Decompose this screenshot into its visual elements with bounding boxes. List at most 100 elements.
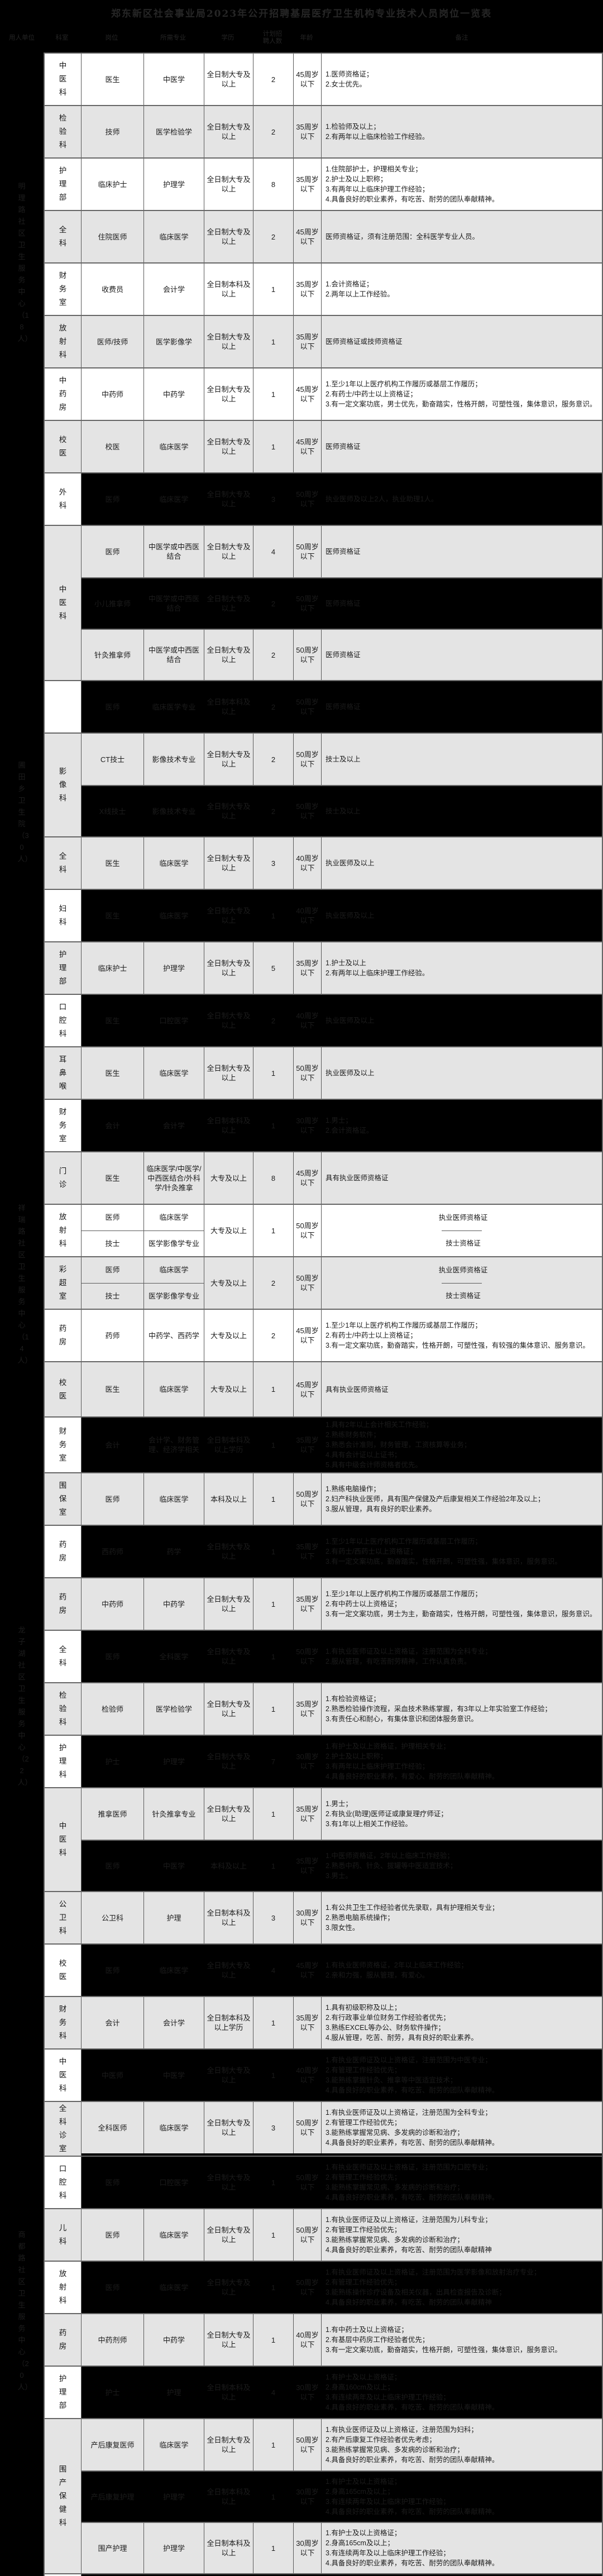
major-cell: 针灸推拿专业: [143, 1788, 204, 1840]
table-row: 医师 临床医学 全日制大专及以上 4 45周岁以下 1.有执业医师资格证，2年以上临床工作…: [82, 1945, 602, 1996]
dept-label: 财务科: [59, 2005, 67, 2040]
dept-block: 放射科 医师/技师 医学影像学 全日制大专及以上 1 35周岁以下 医师资格证或技师资格证: [44, 315, 603, 367]
remark-cell: 1.有执业医师证及以上资格证，注册范围为医学影像和放射治疗专业； 2.有管理工作…: [321, 2262, 602, 2313]
dept-label: 护理部: [59, 950, 67, 985]
dept-block: 围保室 医师 临床医学 本科及以上 1 50周岁以下 1.熟练电脑操作； 2.妇产科执业医师…: [44, 1472, 603, 1525]
dept-rows: 西药师 药学 全日制大专及以上 1 35周岁以下 1.至少1年以上医疗机构工作履历或基层工…: [82, 1526, 602, 1577]
remark-cell: 1.有中药士及以上资格证； 2.有基层中药房工作经验者优先； 3.有一定文案功底…: [321, 2314, 602, 2366]
sub-row: 技士资格证: [442, 1282, 482, 1309]
age-cell: 45周岁以下: [293, 368, 321, 420]
position-cell: 医生: [105, 1016, 120, 1025]
age-cell: 30周岁以下: [293, 1100, 321, 1151]
dept-block: 门诊 医生 临床医学/中医学/中西医结合/外科学/针灸推拿 大专及以上 8 45周岁以下具…: [44, 1151, 603, 1204]
header-age: 年龄: [300, 34, 313, 41]
position-cell: 小儿推拿师: [94, 599, 131, 608]
position-cell: 医师: [105, 1966, 120, 1975]
age-cell: 50周岁以下: [293, 2157, 321, 2208]
count-cell: 2: [253, 54, 293, 105]
major-cell: 医学影像学专业: [143, 1283, 204, 1309]
education-cell: 全日制本科及以上: [204, 2472, 253, 2522]
remark-cell: 医师资格证，须有注册范围：全科医学专业人员。: [321, 211, 602, 262]
table-row: 医师 临床医学 技士 医学影像学专业 大专及以上 1 50周岁以下 执业医师资格证 技士资格证: [82, 1205, 602, 1256]
dept-block: 校医 医生 临床医学 大专及以上 1 45周岁以下 具有执业医师资格证: [44, 1361, 603, 1416]
position-cell: 医师: [105, 1213, 120, 1222]
remark-cell: 1.具有初级职称及以上； 2.有行政事业单位财务工作经验者优先； 3.熟练EXC…: [321, 1997, 602, 2048]
remark-cell: 1.有执业医师证及以上资格证，注册范围为中医专业； 2.有管理工作经验优先； 3…: [321, 2050, 602, 2101]
education-cell: 大专及以上: [204, 1362, 253, 1416]
education-cell: 全日制大专及以上: [204, 368, 253, 420]
education-cell: 全日制大专及以上: [204, 2314, 253, 2366]
count-cell: 1: [253, 2314, 293, 2366]
dept-rows: 医师 临床医学 全日制大专及以上 4 45周岁以下 1.有执业医师资格证，2年以上临床工作…: [82, 1945, 602, 1996]
position-cell: 药师: [105, 1331, 120, 1340]
count-cell: 4: [253, 1945, 293, 1996]
dept-rows: 中药剂师 中药学 全日制大专及以上 1 40周岁以下 1.有中药士及以上资格证； 2.有基…: [82, 2314, 602, 2366]
remark-cell: 1.有执业医师证及以上资格证，注册范围为口腔专业； 2.有管理工作经验优先； 3…: [321, 2157, 602, 2208]
age-cell: 35周岁以下: [293, 1997, 321, 2048]
count-cell: 8: [253, 159, 293, 210]
position-cell: 临床护士: [98, 180, 127, 189]
education-cell: 全日制大专及以上: [204, 837, 253, 889]
sub-row: 技士资格证: [442, 1230, 482, 1257]
dept-cell: 放射科: [45, 316, 82, 367]
position-cell: 推拿医师: [98, 1809, 127, 1818]
remark-cell: 医师资格证: [321, 681, 602, 732]
dept-label: 中医科: [59, 61, 67, 97]
remark-cell: 1.男士； 2.有执业(助理)医师证或康复理疗师证； 3.有1年以上相关工作经验…: [321, 1788, 602, 1840]
education-cell: 大专及以上: [204, 1205, 253, 1256]
dept-rows: 护士 护理 全日制本科及以上 4 30周岁以下 1.有护士及以上资格证； 2.身高160c…: [82, 2367, 602, 2418]
count-cell: 7: [253, 1736, 293, 1787]
remark-cell: 执业医师及以上: [321, 837, 602, 889]
education-cell: 全日制大专及以上: [204, 159, 253, 210]
position-cell: 医生: [105, 1385, 120, 1394]
dept-cell: 中药房: [45, 368, 82, 420]
dept-block: 校医医师临床医学、中医学、中西医结合全日制大专及以上440周岁以下1.有执业医师…: [44, 2573, 603, 2576]
dept-rows: 临床护士 护理学 全日制大专及以上 5 35周岁以下 1.护士及以上 2.有两年以上临床护…: [82, 942, 602, 994]
remark-cell: 1.至少1年以上医疗机构工作履历或基层工作履历； 2.有药士/中药士以上资格证；…: [321, 368, 602, 420]
dept-block: 公卫科 公卫科 护理 全日制本科及以上 3 30周岁以下 1.有公共卫生工作经验者优先录取，…: [44, 1891, 603, 1943]
remark-cell: 医师资格证: [321, 630, 602, 680]
remark-cell: 具有执业医师资格证: [321, 1152, 602, 1204]
dept-label: 药房: [59, 1593, 67, 1615]
count-cell: 1: [253, 1841, 293, 1891]
dept-rows: 医师 临床医学 技士 医学影像学专业 大专及以上 2 50周岁以下 执业医师资格证 技士资格证: [82, 1257, 602, 1309]
education-cell: 全日制大专及以上: [204, 630, 253, 680]
dept-label: 口腔科: [59, 1003, 67, 1038]
sub-row: 技士 医学影像学专业: [82, 1282, 204, 1309]
major-cell: 护理: [143, 1892, 204, 1943]
major-cell: 临床医学: [143, 211, 204, 262]
dept-rows: 推拿医师 针灸推拿专业 全日制大专及以上 1 35周岁以下 1.男士； 2.有执业(助理)…: [82, 1788, 602, 1891]
dept-rows: 医生 临床医学 全日制大专及以上 1 40周岁以下 执业医师及以上: [82, 890, 602, 941]
remark-cell: 技士资格证: [446, 1292, 481, 1300]
table-row: 医生 临床医学 全日制大专及以上 3 40周岁以下 执业医师及以上: [82, 837, 602, 889]
dept-label: 全科诊室: [59, 2104, 67, 2153]
dept-label: 外科: [59, 488, 67, 510]
dept-label: 妇科: [59, 904, 67, 926]
major-cell: 临床医学: [143, 1257, 204, 1283]
age-cell: 50周岁以下: [293, 786, 321, 836]
education-cell: 全日制大专及以上: [204, 1631, 253, 1682]
table-row: 全科医师 临床医学 全日制大专及以上 3 50周岁以下 1.有执业医师证及以上资格证，注册…: [82, 2102, 602, 2153]
count-cell: 1: [253, 1526, 293, 1577]
education-cell: 全日制大专及以上: [204, 2419, 253, 2470]
count-cell: 2: [253, 578, 293, 629]
table-row: 医师 临床医学 全日制大专及以上 1 50周岁以下 1.有执业医师证及以上资格证，注册范围…: [82, 2209, 602, 2261]
major-cell: 中医学或中西医结合: [143, 630, 204, 680]
major-cell: 医学检验学: [143, 106, 204, 157]
age-cell: 45周岁以下: [293, 54, 321, 105]
employer-cell: 商都路社区卫生服务中心（20人）: [0, 1996, 44, 2576]
position-cell: 中药剂师: [98, 2335, 127, 2344]
education-cell: 全日制大专及以上: [204, 578, 253, 629]
count-cell: 1: [253, 1418, 293, 1472]
position-cell: 医生: [105, 1174, 120, 1182]
education-cell: 全日制大专及以上: [204, 786, 253, 836]
major-cell: 口腔医学: [143, 995, 204, 1046]
age-cell: 30周岁以下: [293, 2367, 321, 2418]
education-cell: 全日制大专及以上: [204, 1047, 253, 1099]
major-cell: 医学影像学: [143, 316, 204, 367]
dept-rows: 医师 临床医学 技士 医学影像学专业 大专及以上 1 50周岁以下 执业医师资格证 技士资格证: [82, 1205, 602, 1256]
dept-cell: 围保室: [45, 1473, 82, 1525]
remark-cell: 1.熟练电脑操作； 2.妇产科执业医师，具有围产保健及产后康复相关工作经验2年及…: [321, 1473, 602, 1525]
remark-cell: 1.中医师资格证，2年以上临床工作经验； 2.熟悉中药、针灸、拔罐等中医适宜技术…: [321, 1841, 602, 1891]
table-row: 西药师 药学 全日制大专及以上 1 35周岁以下 1.至少1年以上医疗机构工作履历或基层工…: [82, 1526, 602, 1577]
